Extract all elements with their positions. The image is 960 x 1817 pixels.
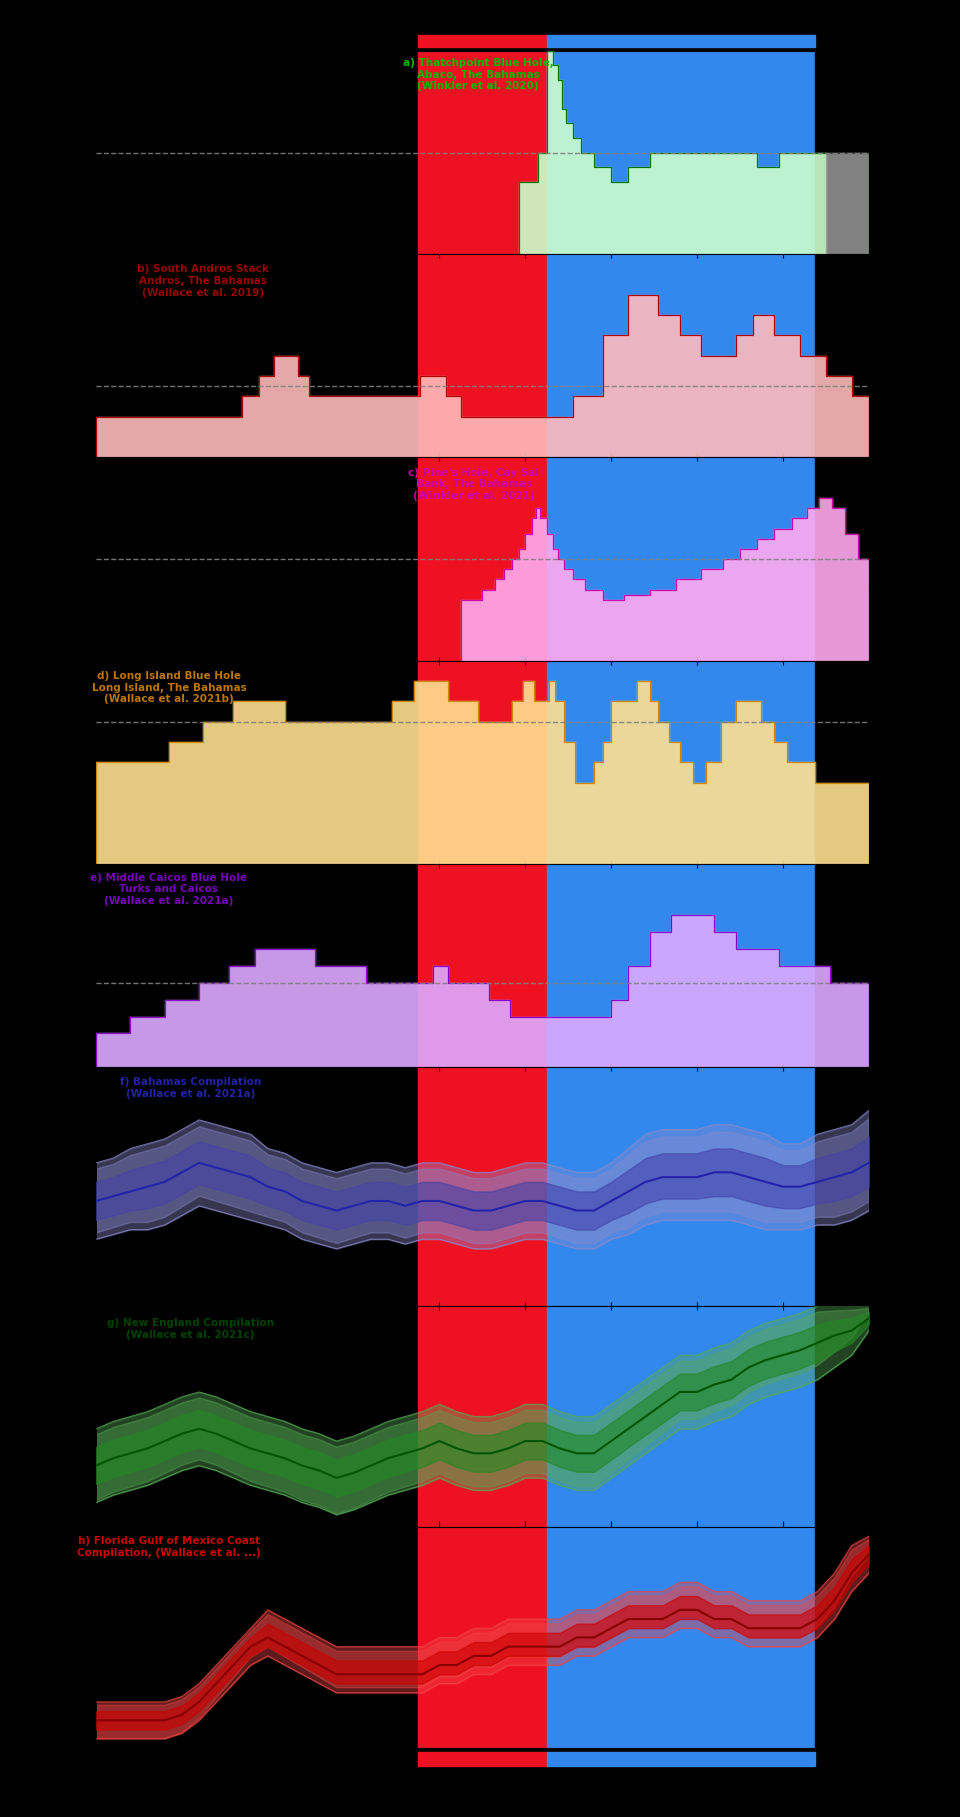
Bar bbox=[547, 254, 815, 458]
Bar bbox=[418, 865, 547, 1067]
Y-axis label: hurricanes/century: hurricanes/century bbox=[905, 1370, 916, 1463]
Bar bbox=[547, 1306, 815, 1526]
Text: e) Middle Caicos Blue Hole
Turks and Caicos
(Wallace et al. 2021a): e) Middle Caicos Blue Hole Turks and Cai… bbox=[90, 872, 248, 905]
Bar bbox=[418, 458, 547, 661]
Text: d) Long Island Blue Hole
Long Island, The Bahamas
(Wallace et al. 2021b): d) Long Island Blue Hole Long Island, Th… bbox=[91, 670, 247, 705]
Bar bbox=[547, 1067, 815, 1306]
Bar bbox=[815, 254, 869, 458]
Bar bbox=[96, 1306, 418, 1526]
Bar bbox=[815, 51, 869, 254]
Text: h) Florida Gulf of Mexico Coast
Compilation, (Wallace et al. ...): h) Florida Gulf of Mexico Coast Compilat… bbox=[77, 1535, 261, 1557]
Y-axis label: hurricanes/century: hurricanes/century bbox=[57, 1592, 67, 1684]
Text: c) Pine's Hole, Cay Sal
Bank, The Bahamas
(Winkler et al. 2021): c) Pine's Hole, Cay Sal Bank, The Bahama… bbox=[408, 467, 540, 501]
Y-axis label: hurricanes/century: hurricanes/century bbox=[912, 105, 922, 198]
Bar bbox=[418, 1526, 547, 1748]
Text: b) South Andros Stack
Andros, The Bahamas
(Wallace et al. 2019): b) South Andros Stack Andros, The Bahama… bbox=[137, 263, 269, 298]
Bar bbox=[418, 1067, 547, 1306]
Bar bbox=[547, 865, 815, 1067]
Y-axis label: hurricanes/century: hurricanes/century bbox=[912, 512, 922, 605]
Bar bbox=[815, 458, 869, 661]
Bar bbox=[96, 254, 418, 458]
Bar bbox=[815, 865, 869, 1067]
Bar bbox=[547, 458, 815, 661]
Bar bbox=[418, 35, 547, 47]
Bar bbox=[96, 458, 418, 661]
Bar bbox=[96, 1067, 418, 1306]
Bar bbox=[547, 661, 815, 865]
Bar bbox=[96, 865, 418, 1067]
Bar bbox=[815, 1067, 869, 1306]
X-axis label: yr CE: yr CE bbox=[466, 1773, 499, 1786]
Bar bbox=[815, 661, 869, 865]
Text: a) Thatchpoint Blue Hole,
Abaco, The Bahamas
(Winkler et al. 2020): a) Thatchpoint Blue Hole, Abaco, The Bah… bbox=[403, 58, 554, 91]
Bar bbox=[815, 1526, 869, 1748]
Bar bbox=[96, 1526, 418, 1748]
Bar bbox=[418, 51, 547, 254]
Bar bbox=[418, 1752, 547, 1766]
Y-axis label: hurricanes/century: hurricanes/century bbox=[57, 716, 67, 809]
Bar bbox=[418, 1306, 547, 1526]
Bar bbox=[547, 1526, 815, 1748]
Bar bbox=[418, 661, 547, 865]
Bar bbox=[547, 51, 815, 254]
Y-axis label: hurricanes/century: hurricanes/century bbox=[57, 309, 67, 402]
Bar bbox=[815, 1306, 869, 1526]
Bar bbox=[96, 661, 418, 865]
Text: f) Bahamas Compilation
(Wallace et al. 2021a): f) Bahamas Compilation (Wallace et al. 2… bbox=[120, 1077, 261, 1099]
Y-axis label: hurricanes/century: hurricanes/century bbox=[57, 1141, 67, 1234]
Bar bbox=[547, 1752, 815, 1766]
X-axis label: yr CE: yr CE bbox=[466, 16, 499, 29]
Text: g) New England Compilation
(Wallace et al. 2021c): g) New England Compilation (Wallace et a… bbox=[107, 1319, 274, 1339]
Bar bbox=[96, 51, 418, 254]
Bar bbox=[418, 254, 547, 458]
Y-axis label: hurricanes/century: hurricanes/century bbox=[912, 919, 922, 1012]
Bar bbox=[547, 35, 815, 47]
